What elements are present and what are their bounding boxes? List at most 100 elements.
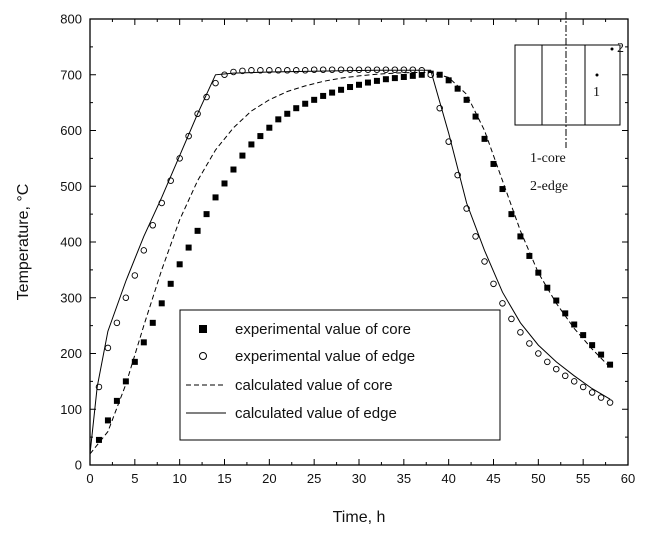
data-point-square	[508, 211, 515, 218]
data-point-square	[293, 105, 300, 112]
series-line	[89, 72, 611, 455]
inset-label-1: 1	[593, 85, 600, 100]
y-tick-label: 200	[60, 346, 82, 361]
data-point-square	[203, 211, 210, 218]
data-point-square	[167, 280, 174, 287]
data-point-square	[382, 76, 389, 83]
data-point-square	[185, 244, 192, 251]
data-point-circle	[257, 67, 264, 74]
x-tick-label: 25	[307, 471, 321, 486]
x-tick-label: 30	[352, 471, 366, 486]
data-point-circle	[472, 233, 479, 240]
data-point-square	[338, 86, 345, 93]
data-point-circle	[588, 389, 596, 396]
legend: experimental value of core experimental v…	[179, 309, 501, 441]
legend-label: experimental value of edge	[235, 348, 415, 365]
data-point-circle	[149, 222, 157, 229]
data-point-square	[589, 342, 596, 349]
data-point-square	[320, 92, 327, 99]
series-layer	[89, 66, 614, 455]
data-point-circle	[346, 66, 354, 73]
data-point-square	[454, 85, 461, 92]
data-point-square	[463, 96, 470, 103]
data-point-circle	[122, 294, 130, 302]
data-point-square	[329, 89, 336, 96]
data-point-square	[580, 332, 587, 339]
data-point-square	[356, 81, 362, 88]
data-point-circle	[499, 300, 506, 307]
data-point-square	[230, 166, 237, 173]
data-point-square	[571, 321, 578, 328]
legend-label: calculated value of core	[235, 377, 393, 394]
data-point-square	[535, 269, 542, 276]
y-axis-title: Temperature, °C	[15, 184, 32, 301]
legend-label: experimental value of core	[235, 321, 411, 338]
legend-marker-square	[199, 325, 207, 333]
data-point-circle	[400, 66, 408, 73]
data-point-circle	[284, 67, 291, 74]
data-point-square	[266, 124, 273, 131]
data-point-square	[122, 378, 129, 385]
data-point-square	[302, 100, 309, 107]
data-point-circle	[319, 66, 327, 73]
data-point-square	[598, 351, 605, 358]
data-point-square	[176, 261, 183, 268]
series-2	[95, 66, 614, 406]
y-tick-label: 800	[60, 12, 82, 27]
data-point-square	[607, 361, 614, 368]
data-point-circle	[597, 394, 605, 401]
inset-legend-edge: 2-edge	[530, 179, 568, 194]
data-point-square	[149, 319, 156, 326]
data-point-square	[311, 96, 318, 103]
data-point-square	[409, 72, 416, 79]
data-point-square	[248, 141, 255, 148]
y-tick-label: 400	[60, 235, 82, 250]
data-point-square	[526, 252, 533, 259]
y-tick-label: 600	[60, 123, 82, 138]
data-point-circle	[221, 71, 228, 78]
legend-label: calculated value of edge	[235, 405, 397, 422]
data-point-circle	[104, 344, 112, 352]
y-tick-label: 500	[60, 179, 82, 194]
data-point-circle	[570, 378, 578, 385]
data-point-square	[445, 77, 452, 84]
data-point-circle	[526, 340, 533, 347]
inset-point-2	[610, 47, 614, 51]
data-point-circle	[328, 66, 336, 73]
data-point-square	[364, 79, 371, 86]
legend-box	[179, 309, 501, 441]
x-tick-label: 60	[621, 471, 635, 486]
data-point-circle	[113, 319, 121, 327]
data-point-circle	[544, 358, 551, 366]
data-point-square	[553, 297, 560, 304]
data-point-square	[499, 186, 506, 193]
data-point-square	[373, 77, 380, 84]
inset-legend-core: 1-core	[530, 151, 566, 166]
y-tick-label: 100	[60, 402, 82, 417]
data-point-square	[347, 84, 354, 91]
y-tick-label: 700	[60, 67, 82, 82]
data-point-square	[418, 71, 425, 78]
data-point-square	[275, 116, 282, 123]
y-tick-label: 0	[75, 458, 82, 473]
y-tick-label: 300	[60, 290, 82, 305]
x-tick-label: 10	[172, 471, 186, 486]
inset-point-1	[595, 73, 599, 77]
data-point-square	[104, 417, 111, 424]
x-tick-label: 45	[486, 471, 500, 486]
data-point-circle	[409, 66, 417, 73]
data-point-circle	[553, 365, 560, 373]
inset-frame	[514, 44, 621, 126]
data-point-square	[490, 160, 497, 167]
data-point-square	[95, 436, 102, 443]
data-point-circle	[490, 280, 497, 288]
data-point-circle	[212, 79, 219, 87]
axes-layer: 0 5 10 15 20 25 30 35 40 45 50 55 600100200300400500…	[15, 12, 635, 527]
data-point-square	[391, 75, 398, 82]
data-point-square	[221, 180, 228, 187]
data-point-circle	[239, 67, 246, 75]
data-point-square	[472, 113, 479, 120]
data-point-square	[481, 135, 488, 142]
data-point-circle	[292, 67, 300, 74]
